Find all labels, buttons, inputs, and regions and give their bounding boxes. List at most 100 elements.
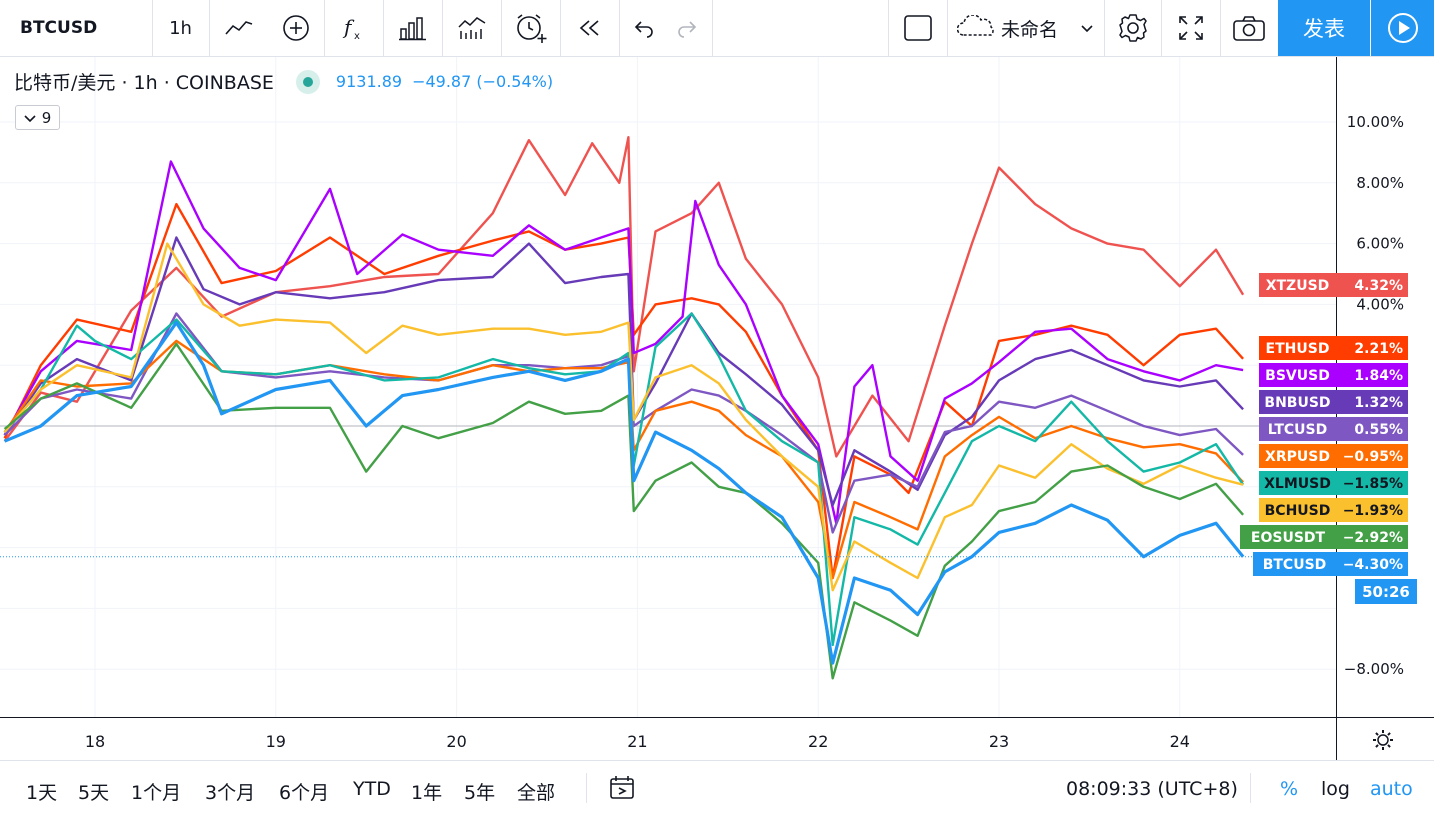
countdown-text: 50:26 xyxy=(1362,583,1410,601)
market-status-icon[interactable] xyxy=(295,69,320,94)
axis-settings-gear-icon[interactable] xyxy=(1373,730,1393,750)
legend-collapse-button[interactable]: 9 xyxy=(15,105,60,130)
series-label-value: −0.95% xyxy=(1343,449,1403,465)
range-3m[interactable]: 3个月 xyxy=(205,782,256,804)
symbol-search-button[interactable]: BTCUSD xyxy=(20,18,98,38)
series-label-btcusd: BTCUSD −4.30% xyxy=(1253,552,1408,576)
series-line-bnbusd xyxy=(3,236,1244,507)
series-line-xlmusd xyxy=(3,312,1245,647)
series-label-value: 0.55% xyxy=(1354,422,1403,438)
layout-square-icon[interactable] xyxy=(888,0,947,56)
chart-legend: 比特币/美元 · 1h · COINBASE 9131.89 −49.87 (−… xyxy=(14,68,553,95)
series-label-value: 1.32% xyxy=(1354,395,1403,411)
x-tick-label: 18 xyxy=(85,732,105,751)
range-1m[interactable]: 1个月 xyxy=(131,782,182,804)
series-label-name: XTZUSD xyxy=(1266,278,1330,294)
redo-icon[interactable] xyxy=(664,0,710,56)
clock-time[interactable]: 08:09:33 (UTC+8) xyxy=(1066,778,1238,800)
add-compare-icon[interactable] xyxy=(268,0,324,56)
range-1y[interactable]: 1年 xyxy=(411,782,443,804)
series-label-bsvusd: BSVUSD 1.84% xyxy=(1259,363,1408,387)
range-ytd[interactable]: YTD xyxy=(353,778,391,800)
series-label-value: −4.30% xyxy=(1343,557,1403,573)
gear-icon[interactable] xyxy=(1104,0,1161,56)
series-label-eosusdt: EOSUSDT −2.92% xyxy=(1240,525,1408,549)
chevron-down-icon xyxy=(1080,19,1094,38)
series-label-ethusd: ETHUSD 2.21% xyxy=(1259,336,1408,360)
series-label-bchusd: BCHUSD −1.93% xyxy=(1259,498,1408,522)
series-line-bsvusd xyxy=(3,160,1244,525)
series-label-value: 2.21% xyxy=(1354,341,1403,357)
series-label-value: −1.85% xyxy=(1343,476,1403,492)
x-tick-label: 21 xyxy=(627,732,647,751)
templates-icon[interactable] xyxy=(442,0,501,56)
range-1d[interactable]: 1天 xyxy=(26,782,58,804)
range-5d[interactable]: 5天 xyxy=(78,782,110,804)
camera-icon[interactable] xyxy=(1220,0,1277,56)
y-tick-label: 4.00% xyxy=(1356,295,1404,313)
percent-scale-button[interactable]: % xyxy=(1280,778,1299,800)
series-label-value: 4.32% xyxy=(1354,278,1403,294)
y-tick-label: 8.00% xyxy=(1356,174,1404,192)
line-chart-icon[interactable] xyxy=(209,0,268,56)
series-label-name: ETHUSD xyxy=(1266,341,1330,357)
series-line-eosusdt xyxy=(3,342,1245,680)
legend-title: 比特币/美元 · 1h · COINBASE xyxy=(14,72,274,94)
series-label-name: BSVUSD xyxy=(1265,368,1330,384)
chart-series xyxy=(0,135,1336,680)
chart-grid xyxy=(0,57,1336,717)
chevron-down-icon xyxy=(24,109,36,127)
x-tick-label: 23 xyxy=(989,732,1009,751)
series-label-name: EOSUSDT xyxy=(1251,530,1326,546)
price-chart[interactable]: 18 19 20 21 22 23 24 10.00% 8.00% 6.00% 4.00% −8.00… xyxy=(0,57,1434,760)
y-tick-label: 10.00% xyxy=(1347,113,1404,131)
series-label-xlmusd: XLMUSD −1.85% xyxy=(1259,471,1408,495)
y-tick-label: −8.00% xyxy=(1344,660,1404,678)
range-all[interactable]: 全部 xyxy=(517,782,556,804)
bar-countdown: 50:26 xyxy=(1355,579,1417,604)
alert-clock-icon[interactable] xyxy=(501,0,560,56)
legend-price: 9131.89 xyxy=(335,72,403,91)
series-label-name: LTCUSD xyxy=(1268,422,1328,438)
series-label-name: XLMUSD xyxy=(1264,476,1331,492)
series-line-btcusd xyxy=(3,321,1245,665)
series-line-bchusd xyxy=(3,242,1244,592)
indicator-count: 9 xyxy=(41,108,52,127)
publish-button[interactable]: 发表 xyxy=(1278,0,1370,56)
layout-name-button[interactable]: 未命名 xyxy=(947,0,1104,56)
auto-scale-button[interactable]: auto xyxy=(1370,778,1413,800)
x-tick-label: 19 xyxy=(266,732,286,751)
bar-chart-icon[interactable] xyxy=(383,0,442,56)
goto-date-icon[interactable] xyxy=(609,775,635,806)
y-tick-label: 6.00% xyxy=(1356,235,1404,253)
series-label-name: XRPUSD xyxy=(1265,449,1330,465)
series-label-name: BTCUSD xyxy=(1263,557,1327,573)
undo-icon[interactable] xyxy=(619,0,668,56)
x-tick-label: 24 xyxy=(1170,732,1190,751)
series-label-xrpusd: XRPUSD −0.95% xyxy=(1259,444,1408,468)
fullscreen-icon[interactable] xyxy=(1161,0,1220,56)
log-scale-button[interactable]: log xyxy=(1321,778,1350,800)
chart-axes: 18 19 20 21 22 23 24 10.00% 8.00% 6.00% 4.00% −8.00… xyxy=(0,57,1434,760)
legend-change: −49.87 (−0.54%) xyxy=(412,72,554,91)
series-line-xtzusd xyxy=(3,135,1245,458)
range-6m[interactable]: 6个月 xyxy=(279,782,330,804)
series-label-value: 1.84% xyxy=(1354,368,1403,384)
series-price-labels: XTZUSD 4.32% ETHUSD 2.21% BSVUSD 1.84% BNBUSD 1… xyxy=(1240,273,1417,604)
series-line-ltcusd xyxy=(3,312,1244,534)
bottom-toolbar: 1天 5天 1个月 3个月 6个月 YTD 1年 5年 全部 08:09:33 … xyxy=(0,760,1434,815)
series-label-xtzusd: XTZUSD 4.32% xyxy=(1259,273,1408,297)
range-5y[interactable]: 5年 xyxy=(464,782,496,804)
x-tick-label: 22 xyxy=(808,732,828,751)
series-line-xrpusd xyxy=(3,339,1244,580)
replay-icon[interactable] xyxy=(560,0,619,56)
series-label-name: BCHUSD xyxy=(1265,503,1331,519)
x-tick-label: 20 xyxy=(446,732,466,751)
interval-button[interactable]: 1h xyxy=(169,17,192,39)
cloud-save-icon xyxy=(956,14,997,41)
series-label-ltcusd: LTCUSD 0.55% xyxy=(1259,417,1408,441)
play-icon[interactable] xyxy=(1371,0,1434,56)
series-label-value: −2.92% xyxy=(1343,530,1403,546)
